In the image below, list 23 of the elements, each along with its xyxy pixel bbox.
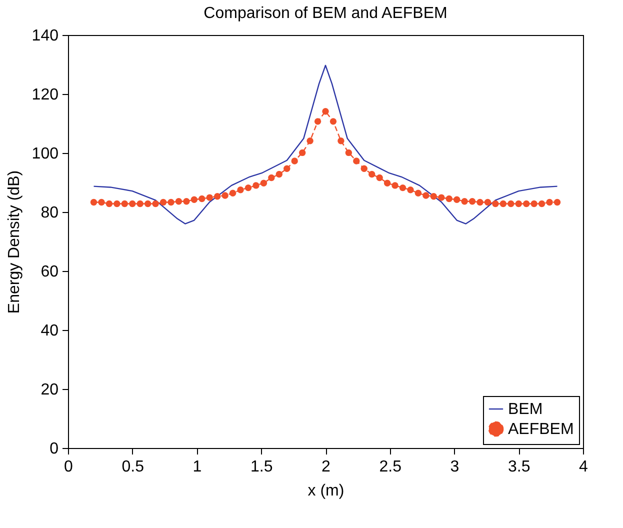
y-tick-label: 0	[50, 440, 59, 458]
legend-label: BEM	[508, 401, 543, 418]
line-series	[93, 64, 558, 224]
y-tick-label: 140	[32, 28, 59, 44]
y-axis-title: Energy Density (dB)	[6, 170, 23, 314]
x-tick-label: 4	[579, 458, 588, 476]
y-tick-label: 20	[40, 382, 59, 398]
x-axis-title: x (m)	[308, 482, 344, 500]
x-tick-label: 2.5	[379, 458, 402, 476]
y-tick-label: 40	[40, 322, 59, 340]
x-tick-label: 2	[322, 458, 331, 476]
chart-title: Comparison of BEM and AEFBEM	[204, 5, 448, 22]
y-tick-label: 60	[40, 264, 59, 280]
y-tick-label: 100	[32, 146, 59, 162]
x-tick-label: 0.5	[122, 458, 144, 476]
y-tick-label: 120	[32, 86, 59, 104]
x-tick-label: 3	[450, 458, 460, 476]
x-tick-label: 1.5	[250, 458, 273, 476]
y-tick-label: 80	[40, 204, 59, 222]
x-tick-label: 1	[192, 458, 202, 476]
x-tick-label: 3.5	[508, 458, 530, 476]
x-tick-label: 0	[64, 458, 74, 476]
legend-label: AEFBEM	[508, 421, 574, 438]
